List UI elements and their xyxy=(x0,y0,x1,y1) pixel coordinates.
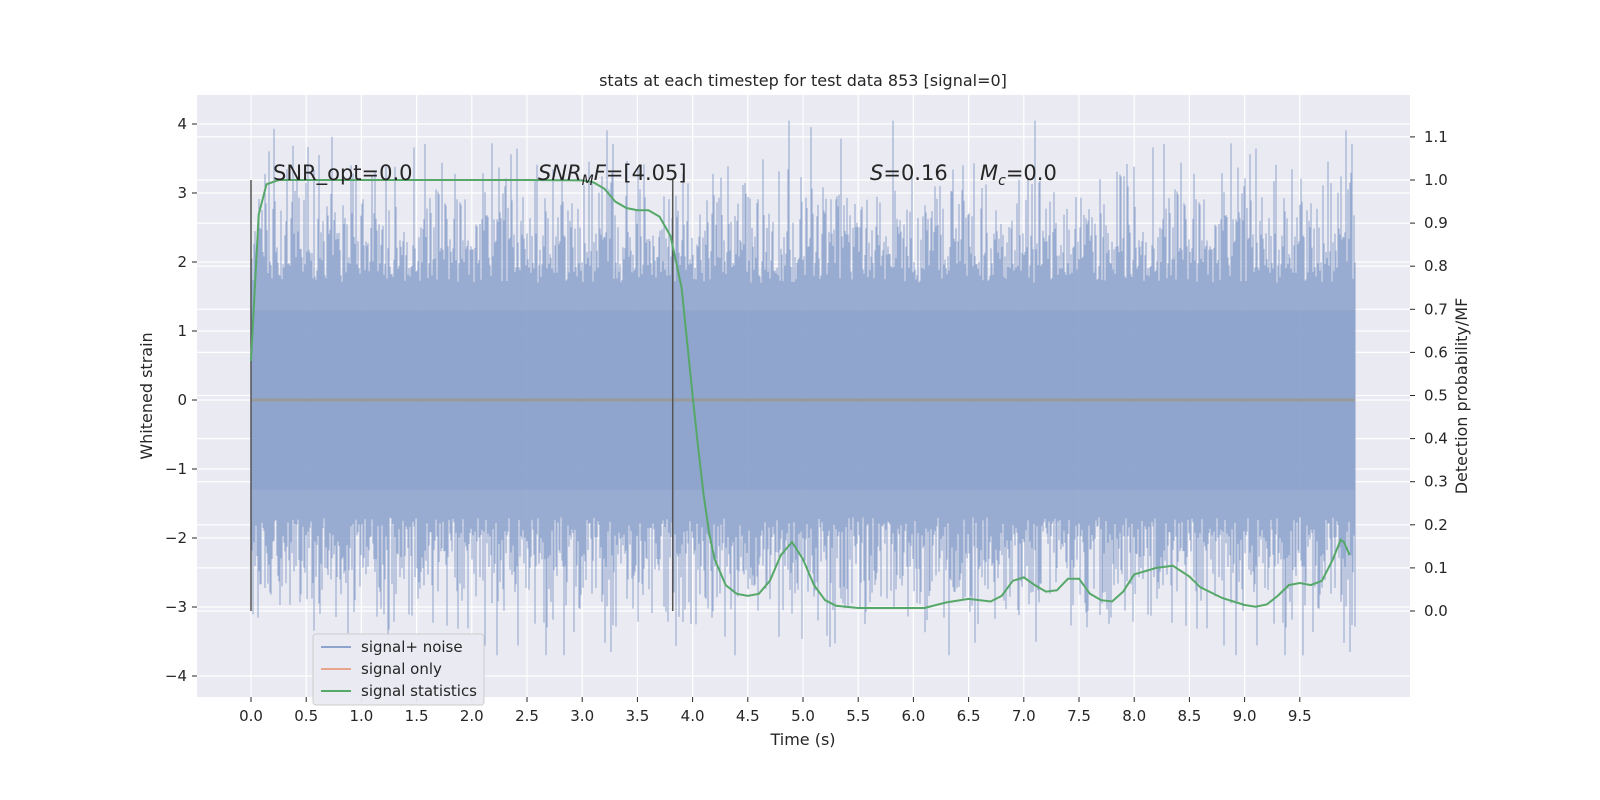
y-axis-left: −4 −3 −2 −1 0 1 2 3 4 xyxy=(165,115,197,685)
y-right-tick-label: 1.0 xyxy=(1424,171,1448,189)
y-right-tick-label: 0.6 xyxy=(1424,343,1448,361)
y-axis-right-title: Detection probability/MF xyxy=(1452,298,1471,495)
annotation-s: S=0.16 xyxy=(870,161,948,185)
x-tick-label: 8.5 xyxy=(1177,707,1201,725)
x-tick-label: 2.5 xyxy=(515,707,539,725)
signal-statistics-line xyxy=(250,179,1351,609)
y-left-tick-label: 3 xyxy=(177,184,187,202)
y-right-tick-label: 0.8 xyxy=(1424,257,1448,275)
y-left-tick-label: 2 xyxy=(177,253,187,271)
y-left-tick-label: −4 xyxy=(165,667,187,685)
y-right-tick-label: 0.2 xyxy=(1424,516,1448,534)
y-left-tick-label: −3 xyxy=(165,598,187,616)
chart-title: stats at each timestep for test data 853… xyxy=(599,71,1007,90)
y-right-tick-label: 0.3 xyxy=(1424,473,1448,491)
y-left-tick-label: 0 xyxy=(177,391,187,409)
annotation-snr-opt: SNR_opt=0.0 xyxy=(273,161,413,186)
x-tick-label: 5.0 xyxy=(791,707,815,725)
y-right-tick-label: 0.1 xyxy=(1424,559,1448,577)
x-tick-label: 3.0 xyxy=(570,707,594,725)
x-axis: 0.0 0.5 1.0 1.5 2.0 2.5 3.0 3.5 4.0 4.5 5.0 5.5 6.0 6… xyxy=(239,697,1312,725)
x-tick-label: 8.0 xyxy=(1122,707,1146,725)
y-right-tick-label: 0.7 xyxy=(1424,300,1448,318)
x-tick-label: 1.5 xyxy=(405,707,429,725)
x-tick-label: 5.5 xyxy=(846,707,870,725)
y-right-tick-label: 0.9 xyxy=(1424,214,1448,232)
x-tick-label: 3.5 xyxy=(625,707,649,725)
y-axis-right: 0.0 0.1 0.2 0.3 0.4 0.5 0.6 0.7 0.8 0.9 1.0 1.1 xyxy=(1410,128,1448,620)
x-tick-label: 6.5 xyxy=(957,707,981,725)
legend-label-noise: signal+ noise xyxy=(361,638,463,656)
x-tick-label: 1.0 xyxy=(349,707,373,725)
y-right-tick-label: 0.4 xyxy=(1424,430,1448,448)
x-tick-label: 0.0 xyxy=(239,707,263,725)
x-tick-label: 4.0 xyxy=(681,707,705,725)
x-tick-label: 9.0 xyxy=(1233,707,1257,725)
x-axis-title: Time (s) xyxy=(769,730,835,749)
y-right-tick-label: 1.1 xyxy=(1424,128,1448,146)
x-tick-label: 0.5 xyxy=(294,707,318,725)
annotation-mc: Mc=0.0 xyxy=(980,161,1057,189)
legend-label-signal: signal only xyxy=(361,660,442,678)
legend: signal+ noise signal only signal statist… xyxy=(312,633,485,706)
y-right-tick-label: 0.0 xyxy=(1424,602,1448,620)
x-tick-label: 7.0 xyxy=(1012,707,1036,725)
legend-label-statistics: signal statistics xyxy=(361,682,477,700)
x-tick-label: 7.5 xyxy=(1067,707,1091,725)
x-tick-label: 6.0 xyxy=(901,707,925,725)
y-left-tick-label: −2 xyxy=(165,529,187,547)
y-left-tick-label: 1 xyxy=(177,322,187,340)
y-axis-left-title: Whitened strain xyxy=(137,332,156,459)
y-right-tick-label: 0.5 xyxy=(1424,387,1448,405)
x-tick-label: 9.5 xyxy=(1288,707,1312,725)
vertical-markers xyxy=(250,180,674,611)
y-left-tick-label: 4 xyxy=(177,115,187,133)
legend-box xyxy=(312,633,485,706)
x-tick-label: 4.5 xyxy=(736,707,760,725)
y-left-tick-label: −1 xyxy=(165,460,187,478)
x-tick-label: 2.0 xyxy=(460,707,484,725)
annotation-snr-mf: SNRMF=[4.05] xyxy=(538,161,687,189)
